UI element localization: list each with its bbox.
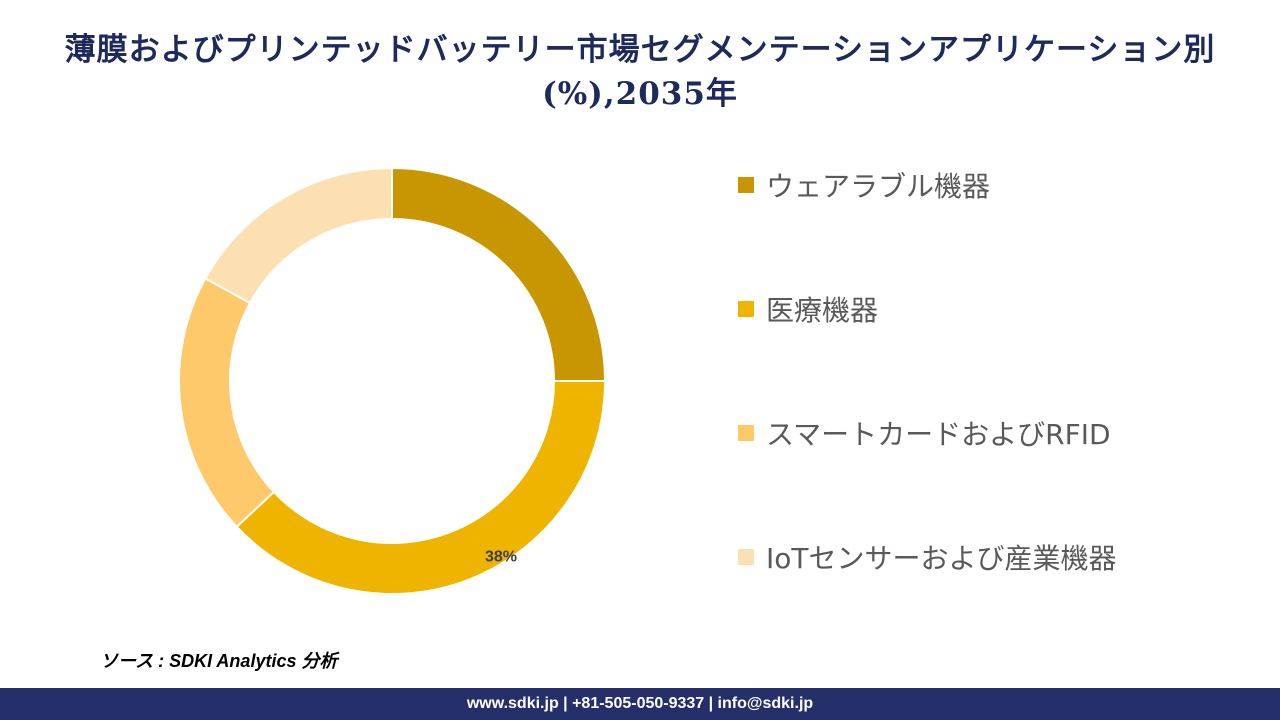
data-label: 38% bbox=[485, 548, 517, 565]
donut-slice bbox=[203, 166, 393, 305]
legend-item-iot: IoTセンサーおよび産業機器 bbox=[738, 537, 1117, 577]
legend-swatch bbox=[738, 177, 754, 193]
legend-item-smartcard: スマートカードおよびRFID bbox=[738, 413, 1111, 453]
chart-title: 薄膜およびプリンテッドバッテリー市場セグメンテーションアプリケーション別(%),… bbox=[64, 32, 1216, 112]
legend-swatch bbox=[738, 301, 754, 317]
legend-label: ウェアラブル機器 bbox=[766, 170, 991, 203]
legend-swatch bbox=[738, 425, 754, 441]
legend-item-wearable: ウェアラブル機器 bbox=[738, 165, 990, 205]
legend-label: スマートカードおよびRFID bbox=[766, 418, 1111, 451]
donut-slice bbox=[178, 277, 276, 529]
legend-label: 医療機器 bbox=[766, 294, 879, 327]
donut-slice bbox=[235, 380, 607, 595]
source-note: ソース : SDKI Analytics 分析 bbox=[100, 651, 338, 671]
legend-label: IoTセンサーおよび産業機器 bbox=[766, 542, 1117, 575]
footer-contact: www.sdki.jp | +81-505-050-9337 | info@sd… bbox=[0, 688, 1280, 720]
donut-slice bbox=[391, 166, 607, 382]
legend-item-medical: 医療機器 bbox=[738, 289, 878, 329]
legend-swatch bbox=[738, 549, 754, 565]
